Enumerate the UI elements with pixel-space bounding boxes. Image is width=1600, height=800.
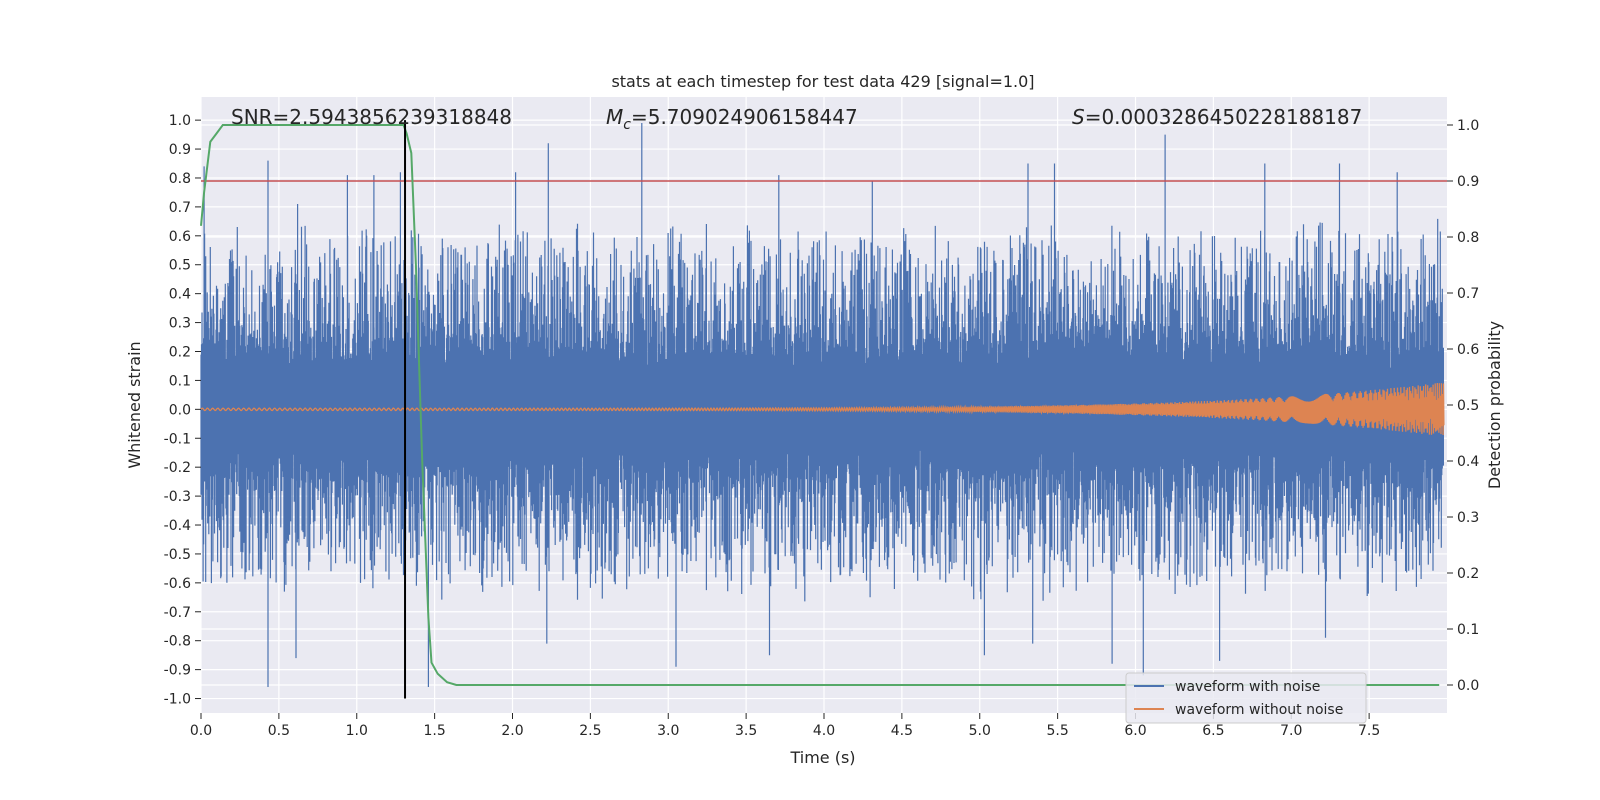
legend-box [1125,672,1367,724]
x-tick-label: 2.5 [579,723,601,739]
y-tick-label: -0.9 [164,663,191,679]
x-tick-label: 1.0 [346,723,368,739]
y-tick-label: 0.7 [169,200,191,216]
legend-label-clean: waveform without noise [1175,702,1343,718]
y-tick-label: -0.1 [164,431,191,447]
y2-tick-label: 0.3 [1457,510,1479,526]
chirp-mass-annotation: Mc=5.709024906158447 [606,105,858,133]
x-tick-label: 5.0 [969,723,991,739]
x-tick-label: 6.0 [1124,723,1146,739]
x-tick-label: 7.5 [1358,723,1380,739]
series-detection-probability [200,124,1440,686]
s-value: =0.0003286450228188187 [1085,105,1363,129]
y-tick-label: 0.0 [169,402,191,418]
y-tick-label: -1.0 [164,692,191,708]
s-annotation: S=0.0003286450228188187 [1072,105,1362,129]
x-axis-ticks: 0.0 0.5 1.0 1.5 2.0 2.5 3.0 3.5 4.0 4.5 5.0 5.5 6.0 6… [190,713,1380,739]
y-tick-label: -0.3 [164,489,191,505]
x-tick-label: 2.0 [501,723,523,739]
legend-label-noise: waveform with noise [1175,679,1320,695]
chirp-mass-value: =5.709024906158447 [631,105,858,129]
series-waveform-without-noise [200,382,1445,436]
x-tick-label: 0.0 [190,723,212,739]
x-tick-label: 5.5 [1046,723,1068,739]
y2-tick-label: 0.4 [1457,454,1479,470]
chart-title: stats at each timestep for test data 429… [611,72,1034,91]
y-tick-label: 0.6 [169,229,191,245]
y2-tick-label: 0.7 [1457,286,1479,302]
x-tick-label: 3.5 [735,723,757,739]
y-tick-label: 0.8 [169,171,191,187]
legend: waveform with noise waveform without noi… [1125,672,1367,724]
y2-tick-label: 0.2 [1457,566,1479,582]
y-tick-label: -0.8 [164,634,191,650]
y-tick-label: -0.4 [164,518,191,534]
chirp-mass-subscript: c [623,117,631,133]
y2-tick-label: 0.8 [1457,230,1479,246]
y-axis-label: Whitened strain [125,341,144,468]
x-tick-label: 7.0 [1280,723,1302,739]
x-axis-label: Time (s) [789,748,855,767]
chirp-mass-symbol: M [606,105,623,129]
y2-axis-label: Detection probability [1485,321,1504,489]
y2-tick-label: 1.0 [1457,118,1479,134]
y2-tick-label: 0.6 [1457,342,1479,358]
y-tick-label: -0.5 [164,547,191,563]
y-tick-label: 0.3 [169,316,191,332]
y2-tick-label: 0.1 [1457,622,1479,638]
y2-tick-label: 0.5 [1457,398,1479,414]
clean-trace [200,382,1445,436]
y-tick-label: 0.1 [169,373,191,389]
snr-annotation: SNR=2.5943856239318848 [231,105,512,129]
x-tick-label: 4.5 [891,723,913,739]
y-tick-label: -0.6 [164,576,191,592]
x-tick-label: 6.5 [1202,723,1224,739]
y-axis-ticks: 1.0 0.9 0.8 0.7 0.6 0.5 0.4 0.3 0.2 0.1 0.0 -0.1 -0.… [164,113,201,708]
x-tick-label: 0.5 [268,723,290,739]
y-tick-label: -0.2 [164,460,191,476]
y2-tick-label: 0.0 [1457,678,1479,694]
x-tick-label: 1.5 [423,723,445,739]
y-tick-label: 1.0 [169,113,191,129]
y-tick-label: 0.4 [169,287,191,303]
y2-tick-label: 0.9 [1457,174,1479,190]
s-symbol: S [1072,105,1085,129]
y-tick-label: 0.9 [169,142,191,158]
y2-axis-ticks: 1.0 0.9 0.8 0.7 0.6 0.5 0.4 0.3 0.2 0.1 0.0 [1447,118,1479,694]
y-tick-label: -0.7 [164,605,191,621]
y-tick-label: 0.2 [169,344,191,360]
x-tick-label: 3.0 [657,723,679,739]
x-tick-label: 4.0 [813,723,835,739]
y-tick-label: 0.5 [169,258,191,274]
